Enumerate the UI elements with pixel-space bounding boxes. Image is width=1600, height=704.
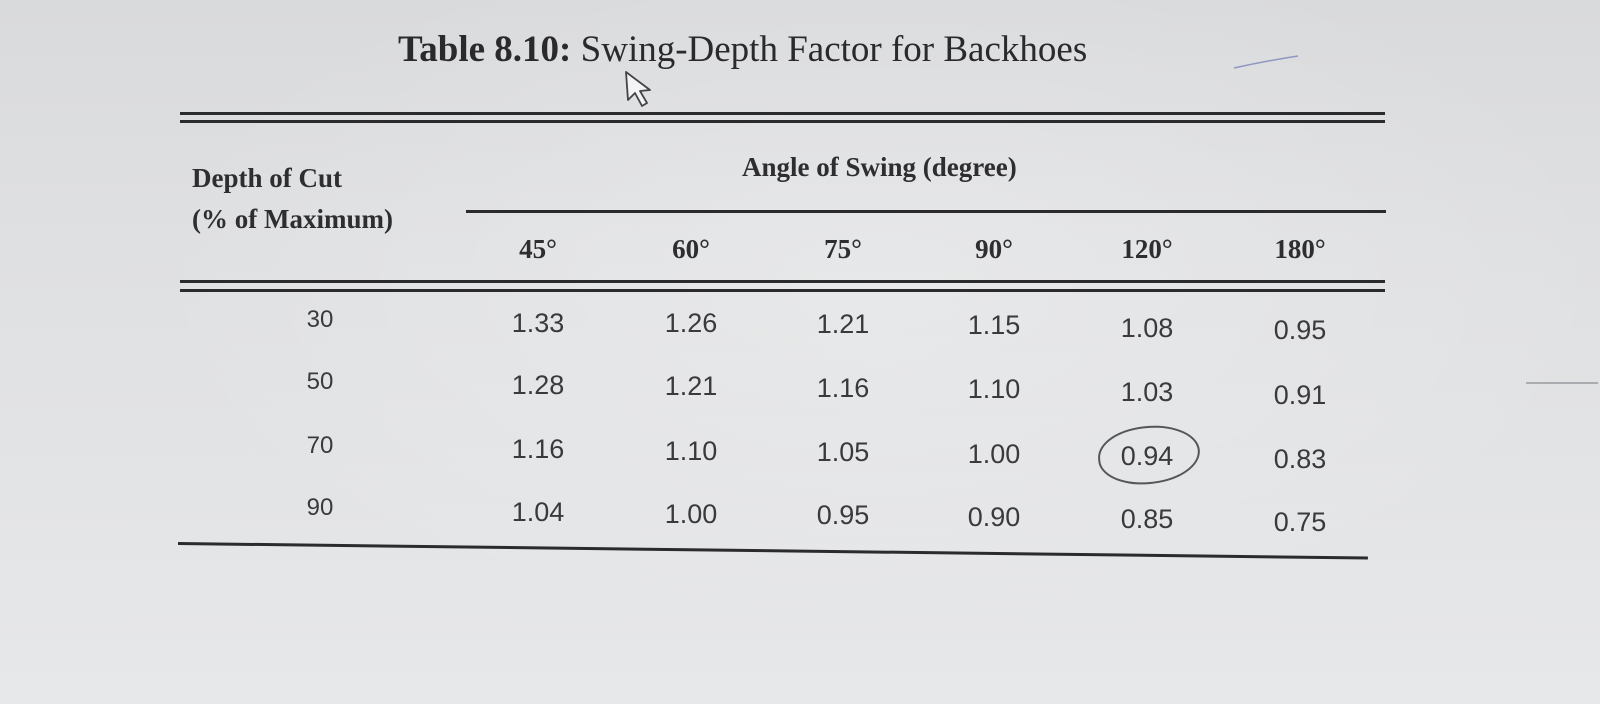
column-header-180: 180° xyxy=(1274,234,1326,264)
pen-stroke-mark xyxy=(1526,382,1598,384)
top-rule-secondary xyxy=(180,120,1385,123)
factor-cell: 0.95 xyxy=(1273,315,1327,345)
factor-cell: 1.16 xyxy=(816,373,870,403)
column-header-120: 120° xyxy=(1121,234,1173,264)
mouse-pointer-icon xyxy=(625,71,651,107)
factor-cell: 1.00 xyxy=(664,499,718,529)
factor-cell: 1.26 xyxy=(664,308,718,338)
factor-cell: 0.75 xyxy=(1273,507,1327,537)
factor-cell-circled: 0.94 xyxy=(1120,441,1174,471)
row-header-line1: Depth of Cut xyxy=(192,163,343,193)
factor-cell: 1.10 xyxy=(967,374,1021,404)
factor-cell: 1.21 xyxy=(816,309,870,339)
depth-cell: 50 xyxy=(306,368,334,395)
factor-cell: 1.05 xyxy=(816,437,870,467)
group-header-rule xyxy=(466,210,1386,213)
pen-stroke-mark xyxy=(1233,55,1299,69)
depth-cell: 90 xyxy=(306,494,334,521)
factor-cell: 1.03 xyxy=(1120,377,1174,407)
header-bottom-rule xyxy=(180,280,1385,283)
column-header-75: 75° xyxy=(824,234,862,264)
column-header-45: 45° xyxy=(519,234,557,264)
bottom-rule xyxy=(177,542,1368,560)
depth-cell: 70 xyxy=(306,432,334,459)
factor-cell: 0.83 xyxy=(1273,444,1327,474)
factor-cell: 1.04 xyxy=(511,497,565,527)
factor-cell: 0.85 xyxy=(1120,504,1174,534)
header-bottom-rule-secondary xyxy=(180,289,1385,292)
top-rule xyxy=(180,112,1385,115)
factor-cell: 1.16 xyxy=(511,434,565,464)
depth-cell: 30 xyxy=(306,306,334,333)
row-header-line2: (% of Maximum) xyxy=(192,204,393,234)
table-title: Table 8.10: Swing-Depth Factor for Backh… xyxy=(398,29,1088,70)
factor-cell: 1.08 xyxy=(1120,313,1174,343)
factor-cell: 1.15 xyxy=(967,310,1021,340)
factor-cell: 0.90 xyxy=(967,502,1021,532)
factor-cell: 1.00 xyxy=(967,439,1021,469)
factor-cell: 1.28 xyxy=(511,370,565,400)
factor-cell: 1.21 xyxy=(664,371,718,401)
column-group-header: Angle of Swing (degree) xyxy=(742,152,1017,182)
hand-drawn-circle-icon xyxy=(1096,422,1202,488)
factor-cell: 0.95 xyxy=(816,500,870,530)
factor-cell: 1.33 xyxy=(511,308,565,338)
column-header-60: 60° xyxy=(672,234,710,264)
column-header-90: 90° xyxy=(975,234,1013,264)
factor-cell: 0.91 xyxy=(1273,380,1327,410)
factor-cell: 1.10 xyxy=(664,436,718,466)
